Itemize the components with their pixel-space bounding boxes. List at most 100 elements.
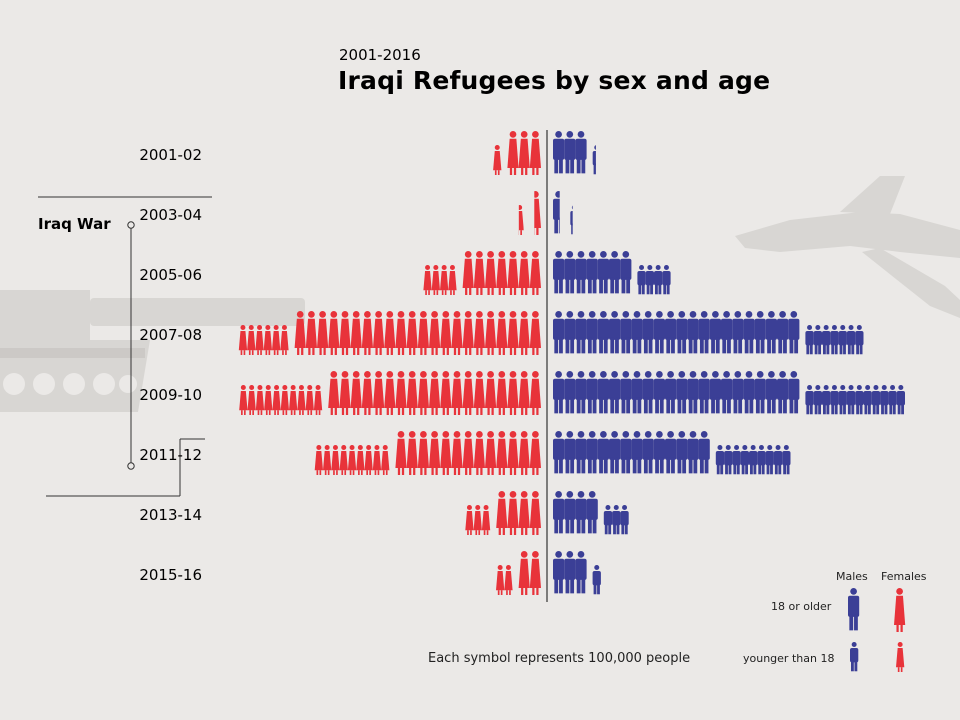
female-adult-symbol — [529, 491, 541, 535]
female-child-symbol — [272, 325, 281, 355]
female-adult-symbol — [361, 311, 373, 355]
male-adult-symbol — [676, 371, 688, 414]
male-child-symbol — [863, 385, 872, 415]
female-child-symbol — [431, 265, 440, 295]
female-adult-symbol — [518, 551, 530, 595]
female-adult-symbol — [429, 371, 441, 415]
female-adult-symbol — [496, 251, 508, 295]
female-adult-symbol — [429, 431, 441, 475]
period-labels: 2001-02 2003-04 2005-06 2007-08 2009-10 2011-… — [139, 146, 202, 584]
female-adult-symbol — [507, 311, 519, 355]
female-adult-symbol — [339, 311, 351, 355]
female-child-symbol — [423, 265, 432, 295]
male-adult-symbol — [586, 431, 598, 474]
male-adult-symbol — [754, 311, 766, 354]
male-adult-symbol — [564, 551, 576, 594]
male-adult-symbol — [553, 371, 565, 414]
male-adult-symbol — [575, 311, 587, 354]
female-adult-symbol — [462, 311, 474, 355]
female-child-symbol — [238, 325, 248, 355]
period-label: 2003-04 — [139, 206, 202, 224]
female-adult-symbol — [440, 371, 452, 415]
male-adult-symbol — [665, 431, 677, 474]
female-child-symbol — [440, 265, 449, 295]
male-adult-symbol — [665, 311, 677, 354]
male-adult-symbol — [642, 311, 654, 354]
female-adult-symbol — [529, 131, 541, 175]
male-child-symbol — [822, 325, 831, 355]
male-child-symbol — [838, 385, 847, 415]
female-adult-symbol — [507, 251, 519, 295]
female-child-symbol — [297, 385, 306, 415]
footnote: Each symbol represents 100,000 people — [428, 651, 690, 666]
male-adult-symbol — [575, 131, 587, 174]
female-adult-symbol — [451, 371, 463, 415]
chart-title: Iraqi Refugees by sex and age — [338, 66, 770, 95]
female-child-symbol — [473, 505, 482, 535]
legend: Males Females 18 or older younger than 1… — [743, 570, 927, 672]
female-adult-symbol — [529, 431, 541, 475]
male-adult-symbol — [788, 371, 800, 414]
male-adult-symbol — [597, 371, 609, 414]
female-adult-symbol — [417, 311, 429, 355]
period-label: 2007-08 — [139, 326, 202, 344]
female-adult-symbol — [462, 371, 474, 415]
female-child-symbol — [465, 505, 474, 535]
female-adult-symbol — [518, 491, 530, 535]
male-adult-symbol — [721, 311, 733, 354]
male-child-symbol — [592, 145, 596, 175]
female-child-symbol — [339, 445, 348, 475]
male-adult-symbol — [553, 251, 565, 294]
male-adult-symbol — [609, 371, 621, 414]
male-adult-symbol — [732, 371, 744, 414]
legend-males-label: Males — [836, 570, 868, 583]
female-adult-symbol — [485, 371, 497, 415]
female-child-symbol — [372, 445, 382, 475]
female-adult-symbol — [529, 551, 541, 595]
female-child-symbol — [280, 385, 289, 415]
female-adult-symbol — [473, 431, 485, 475]
male-adult-symbol — [553, 551, 565, 594]
male-child-symbol — [612, 505, 621, 535]
male-adult-symbol — [564, 251, 576, 294]
jet-silhouette-icon — [735, 176, 960, 318]
male-child-symbol — [846, 325, 856, 355]
female-adult-symbol — [496, 371, 508, 415]
legend-male-adult-icon — [848, 588, 860, 631]
female-adult-symbol — [462, 251, 474, 295]
male-child-symbol — [620, 505, 629, 535]
male-adult-symbol — [620, 311, 632, 354]
male-child-symbol — [603, 505, 613, 535]
period-label: 2011-12 — [139, 446, 202, 464]
male-child-symbol — [765, 445, 774, 475]
male-adult-symbol — [743, 371, 755, 414]
male-child-symbol — [570, 205, 573, 235]
chart-subtitle: 2001-2016 — [339, 46, 421, 64]
female-adult-symbol — [507, 371, 519, 415]
female-child-symbol — [364, 445, 373, 475]
tank-silhouette-icon — [0, 290, 305, 412]
male-child-symbol — [813, 385, 822, 415]
female-adult-symbol — [518, 311, 530, 355]
female-child-symbol — [247, 325, 256, 355]
male-adult-symbol — [631, 431, 643, 474]
female-adult-symbol — [440, 311, 452, 355]
period-label: 2001-02 — [139, 146, 202, 164]
male-child-symbol — [637, 265, 646, 295]
female-adult-symbol — [417, 371, 429, 415]
female-child-symbol — [496, 565, 505, 595]
female-adult-symbol — [518, 251, 530, 295]
female-adult-symbol — [451, 431, 463, 475]
male-adult-symbol — [620, 431, 632, 474]
male-child-symbol — [888, 385, 897, 415]
female-child-symbol — [493, 145, 502, 175]
male-adult-symbol — [586, 311, 598, 354]
female-adult-symbol — [518, 431, 530, 475]
male-child-symbol — [749, 445, 758, 475]
female-adult-symbol — [417, 431, 429, 475]
female-child-symbol — [481, 505, 491, 535]
female-adult-symbol — [529, 371, 541, 415]
male-child-symbol — [805, 325, 814, 355]
